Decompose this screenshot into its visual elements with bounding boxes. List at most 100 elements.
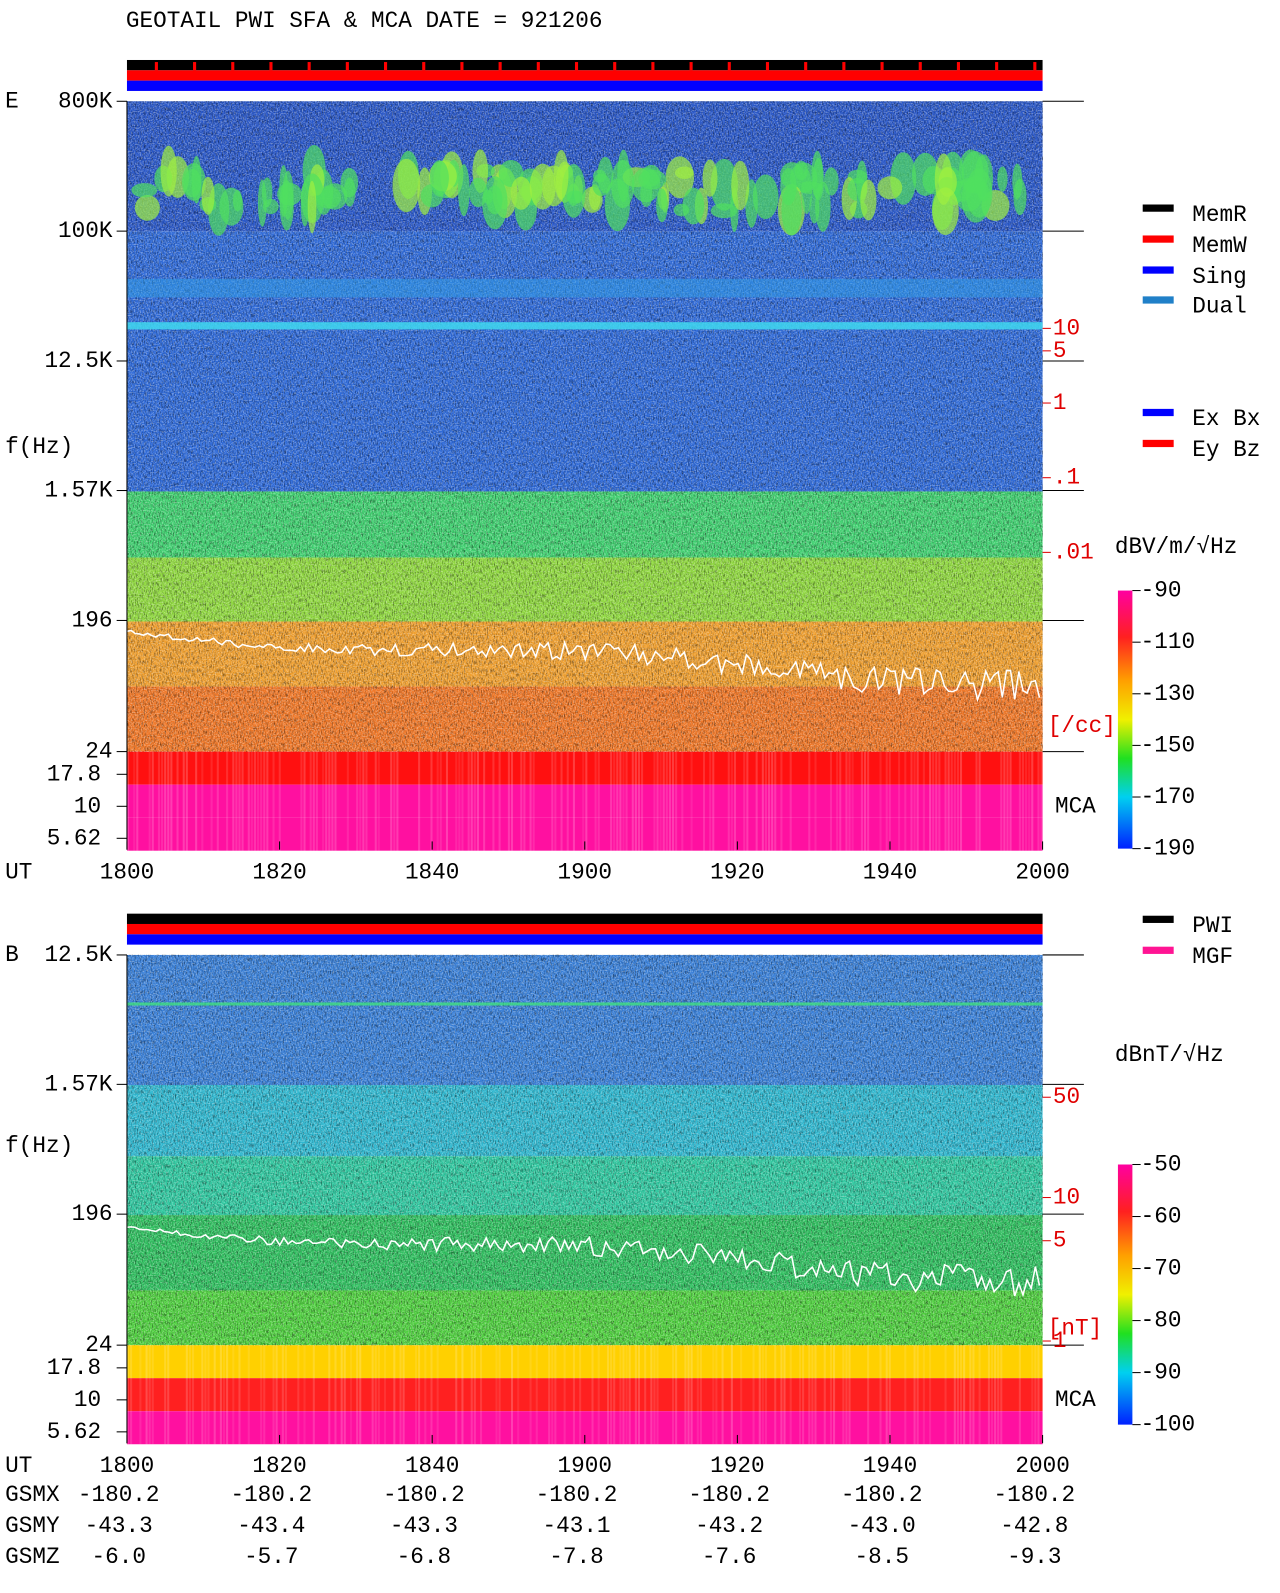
mca-stripe [715,1345,718,1445]
mca-stripe [823,1345,826,1445]
orbit-label: GSMZ [5,1544,59,1570]
mca-stripe [864,751,867,851]
mca-stripe [978,1345,981,1445]
mca-stripe [566,751,569,851]
colorbar-tick-label: -110 [1141,629,1195,655]
mca-stripe [393,751,396,851]
density-tick-label: 1 [1053,390,1067,416]
mca-stripe [359,1345,362,1445]
colorbar-label: dBV/m/√Hz [1115,534,1238,560]
mca-band [126,1345,1043,1379]
mca-stripe [359,751,362,851]
mca-stripe [480,1345,483,1445]
mca-stripe [176,751,179,851]
mca-stripe [780,751,783,851]
mca-stripe [972,1345,975,1445]
mca-stripe [1028,751,1031,851]
mca-stripe [681,751,684,851]
mca-stripe [845,751,848,851]
mca-stripe [606,1345,610,1445]
orbit-value: -43.3 [390,1513,458,1539]
mca-stripe [768,751,771,851]
mca-stripe [829,1345,832,1445]
mca-stripe [709,751,712,851]
mca-stripe [315,751,318,851]
mca-stripe [625,751,628,851]
mca-stripe [551,751,554,851]
orbit-value: -180.2 [536,1482,618,1508]
mca-stripe [167,1345,170,1445]
mca-stripe [260,751,263,851]
orbit-value: -43.1 [542,1513,610,1539]
panel-label: B [5,942,19,968]
mca-stripe [436,1345,439,1445]
mca-stripe [1018,751,1021,851]
x-tick-label: 1900 [558,859,612,885]
mca-stripe [303,751,306,851]
mca-stripe [510,1345,514,1445]
x-tick-label: 1820 [252,1453,306,1479]
mca-stripe [1000,751,1003,851]
mca-stripe [860,751,863,851]
spectrogram-speckle [126,954,1043,1346]
mca-stripe [328,751,331,851]
mca-stripe [250,751,253,851]
mca-stripe [808,1345,811,1445]
legend-swatch [1142,296,1174,304]
mca-stripe [994,1345,997,1445]
y-tick-label: 196 [72,1201,113,1227]
mca-stripe [185,1345,188,1445]
mca-stripe [910,751,913,851]
status-tick [307,62,311,71]
mca-stripe [275,1345,278,1445]
mca-stripe [216,751,219,851]
mca-stripe [721,1345,724,1445]
mca-stripe [272,751,275,851]
mca-stripe [436,751,439,851]
mca-stripe [151,751,154,851]
mca-stripe [904,1345,907,1445]
emission-blob [997,166,1008,192]
mca-stripe [851,751,854,851]
x-tick-label: 2000 [1015,859,1069,885]
mca-stripe [619,1345,622,1445]
mca-stripe [582,751,585,851]
orbit-value: -7.8 [549,1544,603,1570]
mca-stripe [520,751,523,851]
mca-stripe [303,1345,306,1445]
mca-stripe [161,751,164,851]
mca-stripe [610,751,613,851]
mca-stripe [384,1345,387,1445]
legend-label: MGF [1192,944,1233,970]
mca-stripe [272,1345,275,1445]
mca-stripe [963,1345,966,1445]
status-tick [422,62,426,71]
mca-stripe [563,1345,566,1445]
density-tick-label: 1 [1053,1328,1067,1354]
mca-stripe [950,751,953,851]
mca-stripe [637,1345,640,1445]
mca-stripe [839,751,842,851]
mca-stripe [653,1345,656,1445]
mca-stripe [774,751,777,851]
orbit-value: -5.7 [244,1544,298,1570]
mca-stripe [133,751,136,851]
mca-stripe [278,751,281,851]
mca-stripe [644,1345,647,1445]
status-bar [126,80,1043,91]
mca-stripe [935,751,938,851]
mca-stripe [848,1345,851,1445]
mca-stripe [675,751,678,851]
orbit-value: -43.2 [695,1513,763,1539]
mca-stripe [922,1345,925,1445]
mca-stripe [616,751,619,851]
mca-stripe [1034,1345,1037,1445]
mca-stripe [690,1345,693,1445]
orbit-value: -43.0 [848,1513,916,1539]
mca-stripe [402,1345,405,1445]
mca-stripe [730,1345,733,1445]
legend-label: Sing [1192,264,1246,290]
mca-stripe [771,751,774,851]
emission-blob [482,176,508,230]
